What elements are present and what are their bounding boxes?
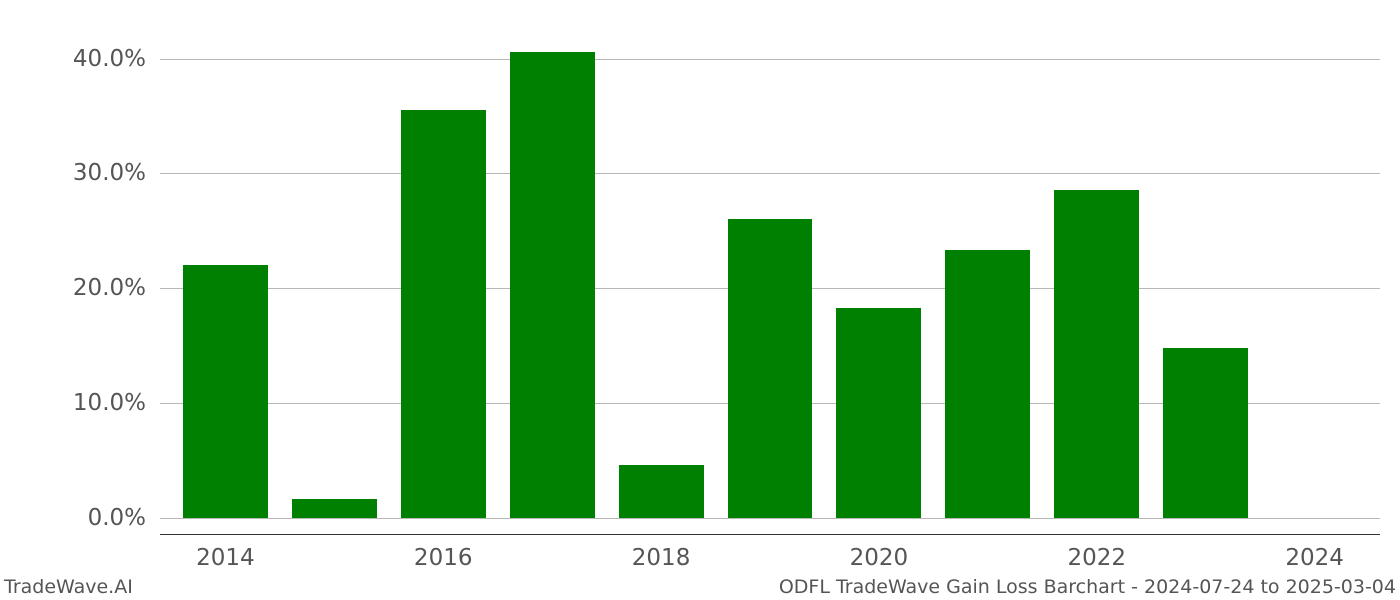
x-tick-label: 2016 [414, 535, 473, 571]
chart-container: 0.0% 10.0% 20.0% 30.0% 40.0% 2014 2016 2018 2020… [0, 0, 1400, 600]
plot-area: 0.0%10.0%20.0%30.0%40.0%2014201620182020… [160, 30, 1380, 535]
bar [945, 250, 1030, 517]
footer-left-watermark: TradeWave.AI [4, 576, 133, 598]
bar [1163, 348, 1248, 518]
x-tick-label: 2024 [1285, 535, 1344, 571]
bar [728, 219, 813, 517]
bar [836, 308, 921, 518]
bar [401, 110, 486, 517]
bar [1054, 190, 1139, 518]
x-tick-label: 2020 [850, 535, 909, 571]
y-tick-label: 0.0% [88, 505, 160, 531]
bar [619, 465, 704, 518]
y-tick-label: 30.0% [73, 160, 160, 186]
x-tick-label: 2018 [632, 535, 691, 571]
y-tick-label: 40.0% [73, 46, 160, 72]
y-gridline [160, 59, 1380, 60]
x-tick-label: 2022 [1068, 535, 1127, 571]
y-gridline [160, 518, 1380, 519]
footer-right-caption: ODFL TradeWave Gain Loss Barchart - 2024… [779, 576, 1396, 598]
y-tick-label: 10.0% [73, 390, 160, 416]
y-tick-label: 20.0% [73, 275, 160, 301]
y-gridline [160, 173, 1380, 174]
bar [510, 52, 595, 518]
bar [183, 265, 268, 518]
x-axis-spine [160, 534, 1380, 535]
x-tick-label: 2014 [196, 535, 255, 571]
bar [292, 499, 377, 517]
